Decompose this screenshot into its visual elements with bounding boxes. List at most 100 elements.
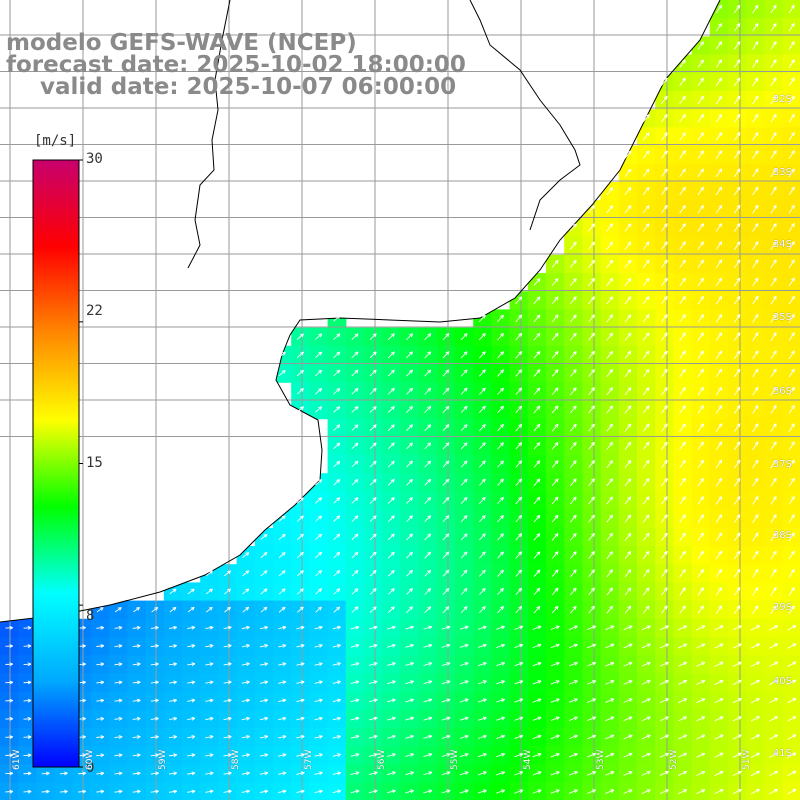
wind-arrow — [714, 698, 724, 704]
wind-arrow — [679, 587, 686, 596]
wind-arrow — [532, 716, 542, 721]
wind-arrow — [314, 734, 323, 739]
wind-arrow — [752, 386, 759, 396]
wind-arrow — [661, 405, 668, 414]
wind-arrow — [387, 716, 396, 721]
wind-arrow — [550, 625, 560, 630]
wind-arrow — [752, 605, 759, 614]
wind-arrow — [733, 277, 741, 287]
wind-arrow — [369, 551, 377, 559]
wind-arrow — [715, 150, 723, 159]
wind-arrow — [623, 661, 633, 667]
wind-arrow — [278, 789, 287, 794]
wind-arrow — [733, 168, 741, 178]
wind-arrow — [387, 625, 396, 630]
wind-arrow — [678, 734, 688, 740]
wind-arrow — [624, 460, 632, 469]
wind-arrow — [624, 587, 632, 596]
wind-arrow — [697, 296, 704, 305]
wind-arrow — [533, 351, 541, 359]
wind-arrow — [697, 59, 704, 68]
wind-arrow — [259, 753, 269, 757]
wind-arrow — [624, 223, 632, 232]
wind-arrow — [241, 698, 250, 703]
wind-arrow — [624, 605, 632, 614]
wind-arrow — [606, 478, 614, 487]
lat-label-32s: 32S — [772, 94, 792, 105]
wind-arrow — [642, 496, 650, 505]
wind-arrow — [386, 789, 396, 794]
wind-arrow — [150, 698, 159, 703]
wind-arrow — [405, 716, 414, 721]
wind-arrow — [588, 278, 595, 287]
wind-arrow — [515, 351, 523, 359]
wind-arrow — [697, 441, 704, 451]
wind-arrow — [642, 296, 650, 305]
wind-arrow — [588, 532, 595, 541]
wind-arrow — [606, 441, 614, 450]
wind-arrow — [769, 789, 779, 795]
wind-arrow — [332, 734, 341, 739]
wind-arrow — [515, 296, 523, 305]
wind-arrow — [114, 789, 123, 794]
wind-arrow — [478, 478, 486, 486]
wind-arrow — [187, 662, 196, 667]
wind-arrow — [715, 441, 723, 451]
wind-arrow — [624, 496, 632, 505]
wind-arrow — [624, 569, 632, 578]
wind-arrow — [661, 186, 668, 196]
wind-arrow — [368, 643, 378, 648]
wind-arrow — [478, 442, 486, 450]
wind-arrow — [659, 789, 669, 795]
wind-arrow — [733, 459, 741, 469]
wind-arrow — [150, 680, 159, 685]
wind-arrow — [624, 241, 632, 250]
wind-arrow — [5, 698, 14, 703]
wind-arrow — [715, 314, 723, 323]
lon-label-52w: 52W — [669, 749, 679, 770]
wind-arrow — [679, 423, 686, 432]
wind-arrow — [387, 551, 395, 559]
wind-arrow — [441, 716, 451, 721]
wind-arrow — [315, 551, 323, 559]
wind-arrow — [606, 259, 614, 268]
wind-arrow — [570, 405, 577, 414]
wind-arrow — [752, 204, 759, 214]
wind-arrow — [769, 716, 779, 722]
wind-arrow — [187, 644, 196, 648]
wind-arrow — [787, 716, 797, 722]
wind-arrow — [642, 459, 650, 469]
wind-arrow — [96, 607, 104, 613]
wind-arrow — [733, 423, 741, 432]
wind-arrow — [406, 406, 413, 413]
wind-arrow — [351, 424, 359, 431]
wind-arrow — [497, 442, 504, 450]
wind-arrow — [659, 771, 669, 776]
wind-arrow — [679, 277, 686, 287]
wind-arrow — [223, 771, 232, 776]
wind-arrow — [551, 587, 559, 596]
wind-arrow — [259, 662, 269, 666]
wind-arrow — [351, 351, 359, 359]
wind-arrow — [351, 479, 359, 486]
wind-arrow — [387, 606, 395, 613]
wind-arrow — [697, 514, 704, 523]
wind-arrow — [532, 625, 542, 630]
wind-arrow — [588, 587, 595, 596]
wind-arrow — [770, 259, 777, 269]
wind-arrow — [406, 515, 413, 523]
wind-arrow — [224, 588, 232, 595]
wind-arrow — [23, 716, 32, 721]
wind-arrow — [642, 605, 650, 614]
wind-arrow — [515, 496, 523, 505]
wind-arrow — [715, 477, 723, 487]
wind-arrow — [679, 569, 686, 578]
wind-arrow — [570, 551, 577, 559]
wind-arrow — [569, 332, 577, 341]
wind-arrow — [661, 350, 668, 359]
wind-arrow — [478, 387, 486, 395]
wind-arrow — [205, 606, 213, 613]
wind-arrow — [588, 423, 595, 432]
wind-arrow — [715, 459, 723, 469]
